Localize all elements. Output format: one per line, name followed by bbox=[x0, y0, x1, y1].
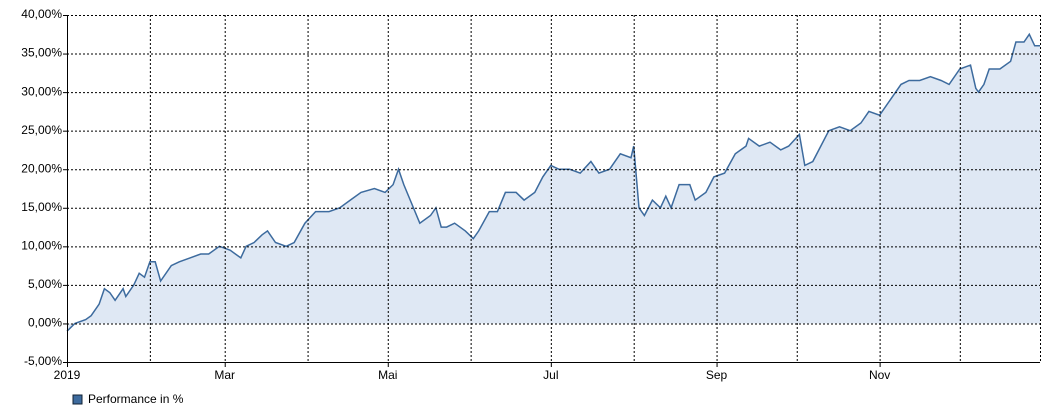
y-tick-label: 35,00% bbox=[21, 46, 62, 60]
y-tick-label: 20,00% bbox=[21, 161, 62, 175]
area bbox=[67, 34, 1040, 332]
y-tick-label: 25,00% bbox=[21, 123, 62, 137]
x-tick-label: Mai bbox=[378, 368, 397, 382]
x-tick-label: Nov bbox=[869, 368, 890, 382]
x-tick-label: Mar bbox=[214, 368, 235, 382]
x-tick-label: Sep bbox=[706, 368, 728, 382]
y-tick-label: 10,00% bbox=[21, 239, 62, 253]
y-tick-label: -5,00% bbox=[24, 354, 62, 368]
y-tick-label: 0,00% bbox=[28, 316, 62, 330]
y-tick-label: 5,00% bbox=[28, 277, 62, 291]
y-tick-label: 15,00% bbox=[21, 200, 62, 214]
y-tick-label: 30,00% bbox=[21, 84, 62, 98]
x-tick-label: 2019 bbox=[54, 368, 81, 382]
legend-swatch bbox=[72, 394, 83, 405]
line bbox=[66, 32, 1040, 332]
y-tick-label: 40,00% bbox=[21, 7, 62, 21]
x-tick-label: Jul bbox=[543, 368, 558, 382]
legend-label: Performance in % bbox=[88, 392, 184, 406]
